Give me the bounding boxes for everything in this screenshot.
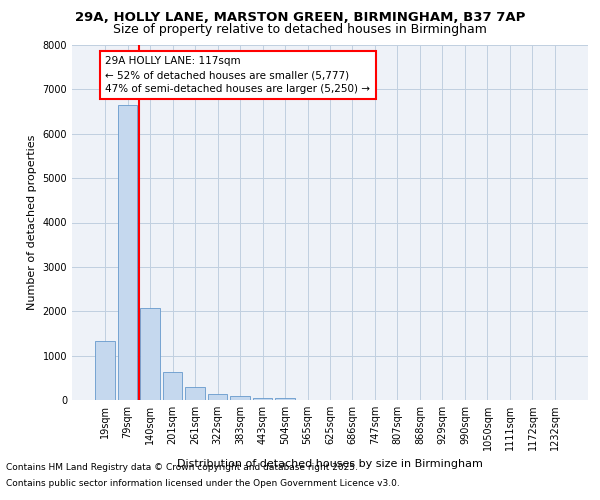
Bar <box>163 372 182 400</box>
Bar <box>185 386 205 400</box>
Bar <box>140 308 160 400</box>
X-axis label: Distribution of detached houses by size in Birmingham: Distribution of detached houses by size … <box>177 458 483 468</box>
Text: Contains HM Land Registry data © Crown copyright and database right 2025.: Contains HM Land Registry data © Crown c… <box>6 464 358 472</box>
Bar <box>118 105 137 400</box>
Y-axis label: Number of detached properties: Number of detached properties <box>27 135 37 310</box>
Bar <box>253 398 272 400</box>
Bar <box>208 394 227 400</box>
Bar <box>275 398 295 400</box>
Bar <box>230 396 250 400</box>
Bar <box>95 342 115 400</box>
Text: 29A, HOLLY LANE, MARSTON GREEN, BIRMINGHAM, B37 7AP: 29A, HOLLY LANE, MARSTON GREEN, BIRMINGH… <box>75 11 525 24</box>
Text: 29A HOLLY LANE: 117sqm
← 52% of detached houses are smaller (5,777)
47% of semi-: 29A HOLLY LANE: 117sqm ← 52% of detached… <box>106 56 370 94</box>
Text: Size of property relative to detached houses in Birmingham: Size of property relative to detached ho… <box>113 22 487 36</box>
Text: Contains public sector information licensed under the Open Government Licence v3: Contains public sector information licen… <box>6 478 400 488</box>
